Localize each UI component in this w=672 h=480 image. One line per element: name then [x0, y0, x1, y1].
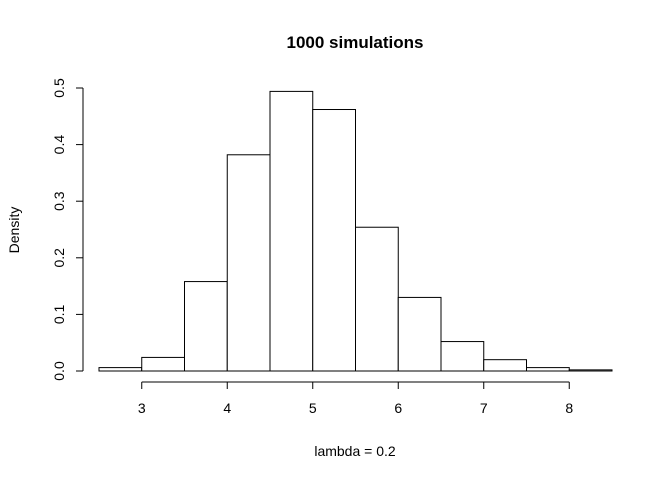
histogram-bar — [98, 367, 143, 372]
histogram-bar — [269, 90, 314, 372]
y-axis-label: Density — [6, 207, 22, 254]
histogram-bar — [184, 281, 228, 372]
histogram-bar — [397, 296, 442, 372]
y-tick-label: 0.4 — [51, 135, 67, 155]
histogram-bar — [312, 109, 356, 372]
y-tick-label: 0.2 — [51, 248, 67, 268]
histogram-bar — [526, 367, 570, 372]
x-tick-label: 8 — [565, 400, 573, 416]
chart-title: 1000 simulations — [286, 33, 423, 52]
histogram-bar — [355, 226, 399, 372]
x-tick-label: 4 — [223, 400, 231, 416]
histogram-bar — [440, 341, 485, 372]
histogram-bars — [98, 90, 613, 372]
x-tick-label: 3 — [138, 400, 146, 416]
y-tick-label: 0.5 — [51, 78, 67, 98]
y-tick-label: 0.0 — [51, 361, 67, 381]
histogram-bar — [141, 356, 185, 372]
x-tick-label: 5 — [309, 400, 317, 416]
y-axis: 0.0 0.1 0.2 0.3 0.4 0.5 — [51, 78, 84, 381]
y-tick-label: 0.1 — [51, 304, 67, 324]
histogram-bar — [483, 359, 527, 372]
x-axis: 3 4 5 6 7 8 — [138, 381, 573, 416]
x-axis-label: lambda = 0.2 — [314, 443, 396, 459]
histogram-bar — [226, 154, 271, 372]
histogram-bar — [568, 369, 613, 372]
y-tick-label: 0.3 — [51, 191, 67, 211]
x-tick-label: 7 — [480, 400, 488, 416]
x-tick-label: 6 — [394, 400, 402, 416]
